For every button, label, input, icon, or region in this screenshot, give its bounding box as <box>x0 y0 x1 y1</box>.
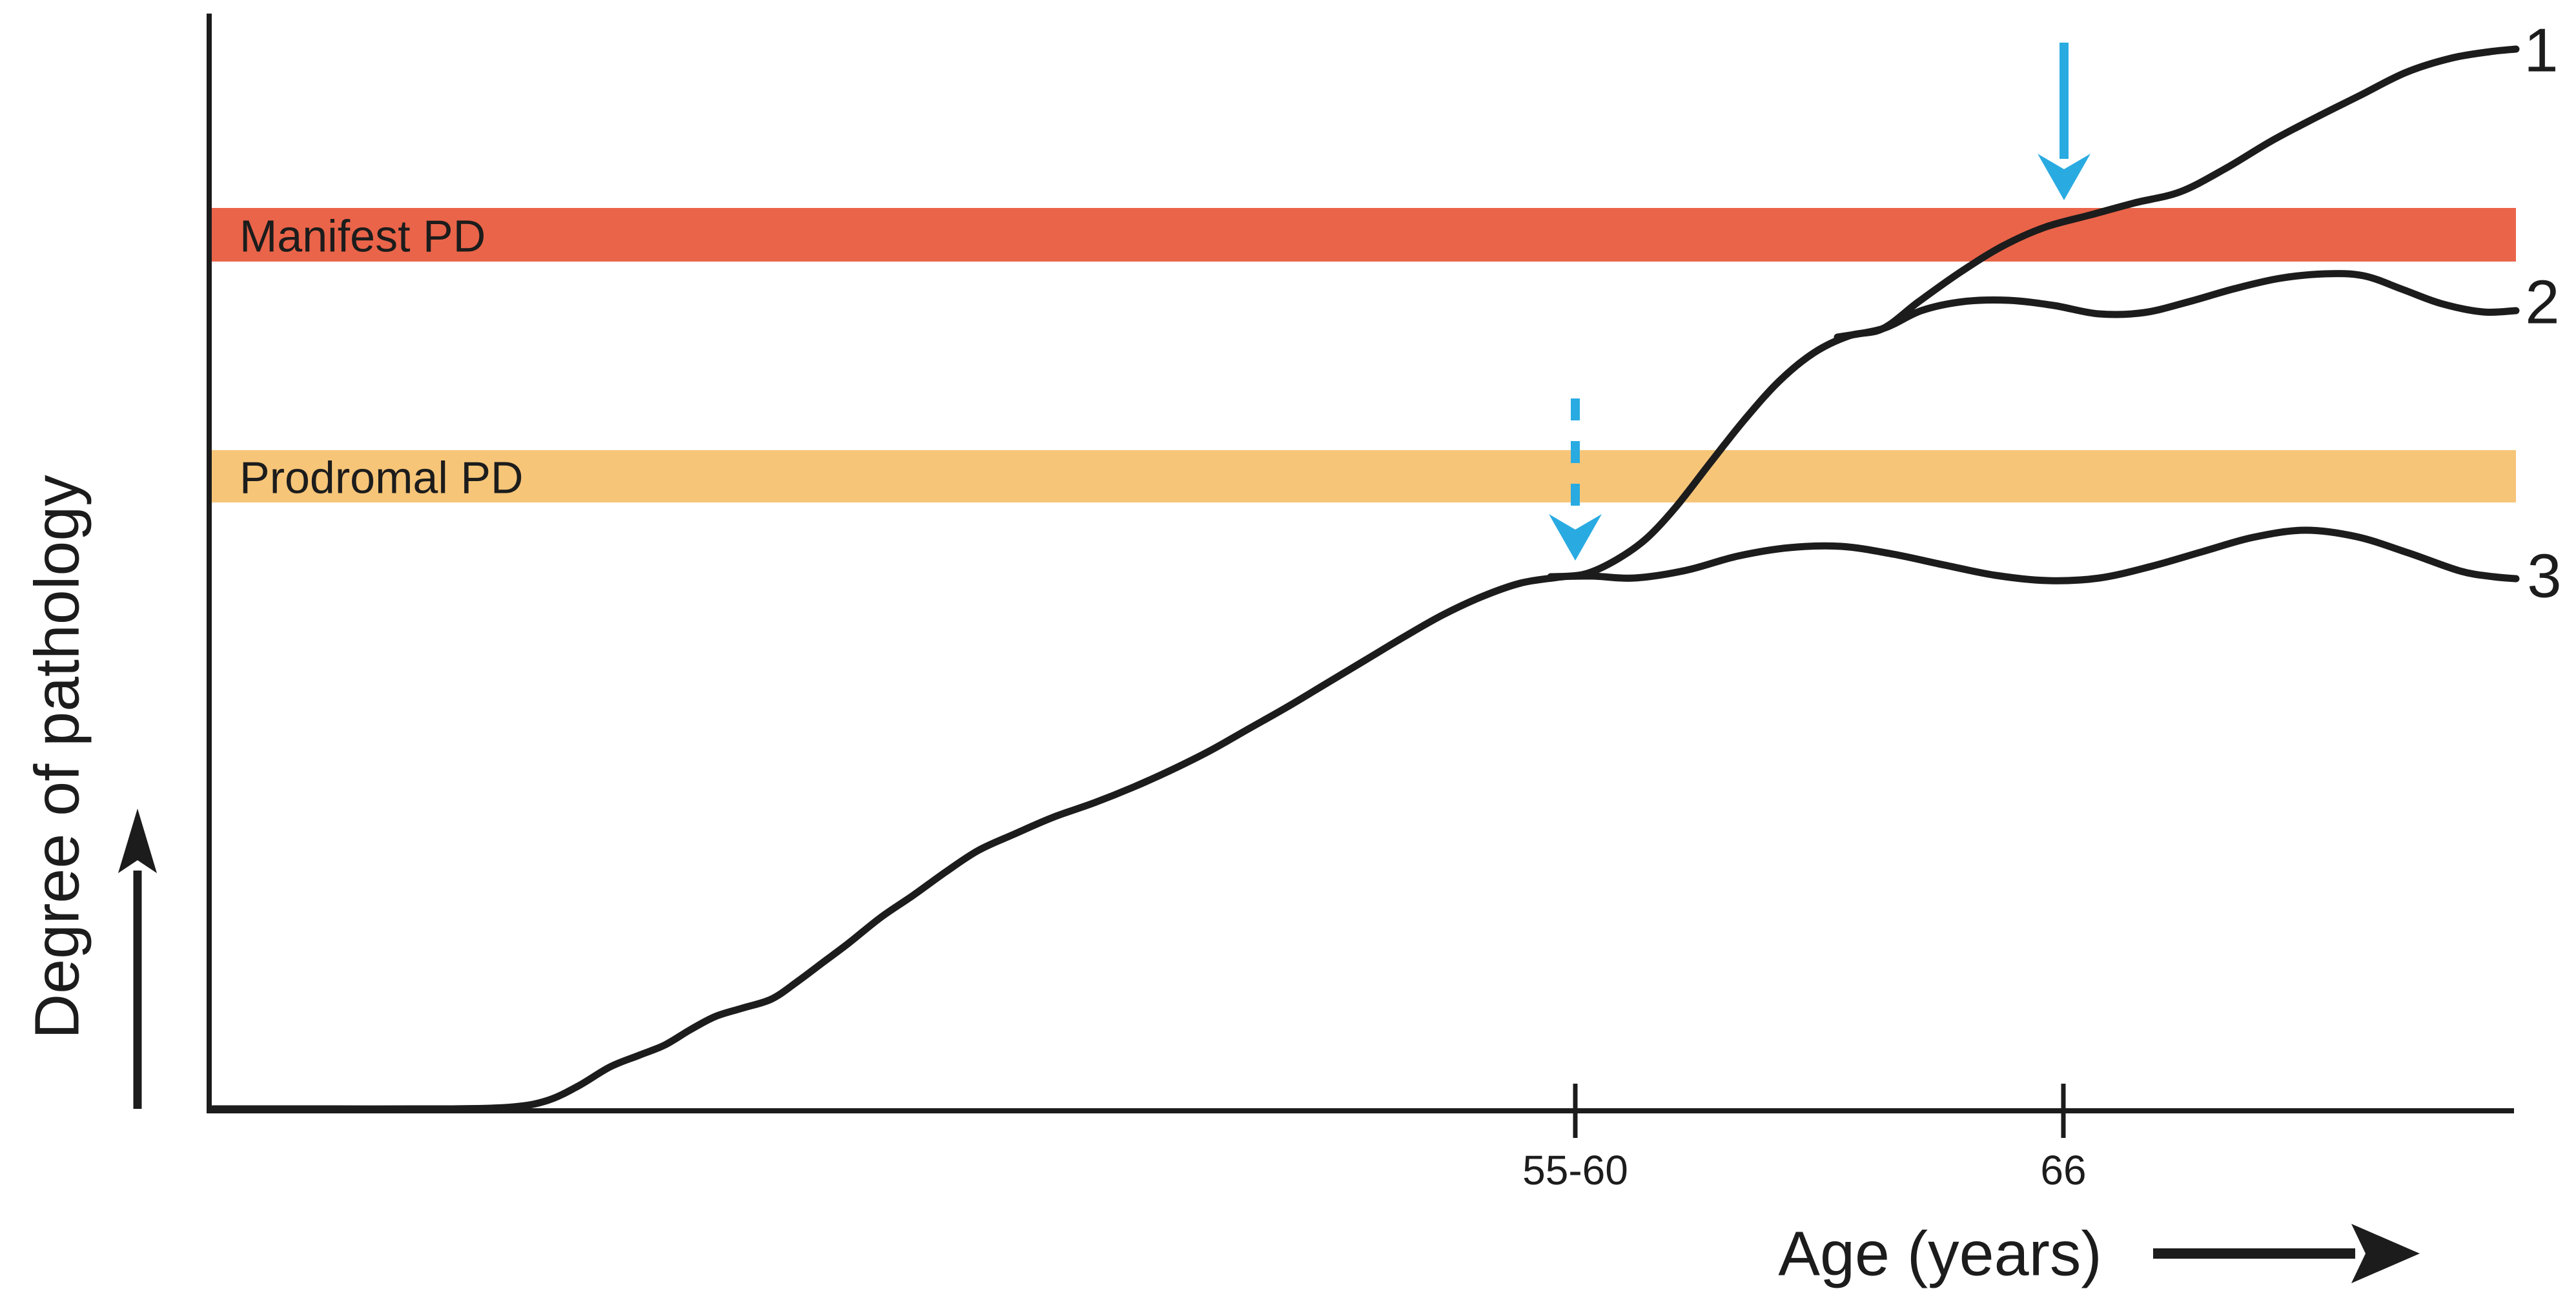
manifest-pd-band-label: Manifest PD <box>240 211 486 262</box>
manifest-pd-band <box>209 208 2516 262</box>
progression-curve-2-path <box>1834 270 2520 341</box>
progression-curve-1-path <box>209 45 2520 1113</box>
threshold-bands-group <box>209 208 2516 502</box>
prodromal-pd-band-label: Prodromal PD <box>240 453 524 503</box>
progression-curve-3-path <box>1547 526 2520 584</box>
y-axis-title: Degree of pathology <box>22 475 92 1039</box>
x-tick-label-66: 66 <box>2040 1147 2086 1193</box>
annotation-arrows-group <box>1549 43 2090 561</box>
up-arrow-head-icon <box>118 809 157 873</box>
labels-group: Manifest PD Prodromal PD 55-60 66 Age (years… <box>22 16 2562 1289</box>
solid-down-arrow-head-icon <box>2038 154 2090 200</box>
dashed-down-arrow-head-icon <box>1549 514 1602 561</box>
x-axis-title: Age (years) <box>1778 1219 2101 1289</box>
progression-curve-2-label: 2 <box>2525 268 2559 337</box>
x-tick-label-55-60: 55-60 <box>1522 1147 1628 1193</box>
curves-group <box>209 45 2520 1113</box>
axes-group <box>118 14 2514 1283</box>
right-arrow-head-icon <box>2351 1224 2420 1283</box>
progression-curve-3-label: 3 <box>2527 542 2561 611</box>
progression-curve-1-label: 1 <box>2524 16 2558 85</box>
prodromal-pd-band <box>209 450 2516 502</box>
